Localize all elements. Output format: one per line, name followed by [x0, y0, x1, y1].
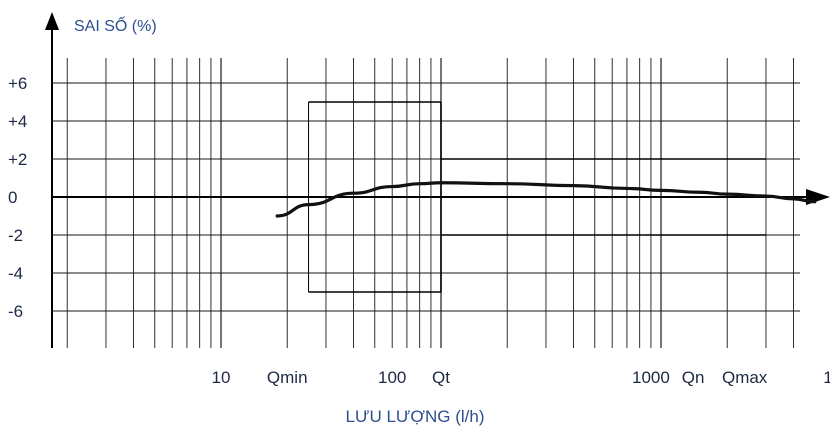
- y-tick-label: +2: [8, 150, 27, 169]
- y-axis-label: SAI SỐ (%): [74, 15, 157, 35]
- x-axis-label: LƯU LƯỢNG (l/h): [345, 407, 484, 426]
- y-axis-arrow: [45, 12, 59, 30]
- x-tick-label: 1000: [632, 368, 670, 387]
- axes: [45, 12, 830, 348]
- x-tick-label: Qmax: [722, 368, 768, 387]
- y-tick-label: +4: [8, 112, 27, 131]
- vertical-grid: [66, 58, 794, 348]
- x-tick-label: 10: [212, 368, 231, 387]
- y-tick-label: -4: [8, 264, 23, 283]
- y-tick-label: -2: [8, 226, 23, 245]
- x-tick-label: 100: [378, 368, 406, 387]
- y-tick-label: 0: [8, 188, 17, 207]
- y-tick-label: +6: [8, 74, 27, 93]
- y-tick-label: -6: [8, 302, 23, 321]
- x-tick-label: Qt: [432, 368, 450, 387]
- y-tick-labels: +6 +4 +2 0 -2 -4 -6: [8, 74, 27, 321]
- error-limit-lines: [308, 101, 766, 293]
- x-tick-labels: 10 Qmin 100 Qt 1000 Qn Qmax 10000: [212, 368, 830, 387]
- error-curve-group: [275, 181, 817, 218]
- error-curve: [275, 181, 817, 218]
- x-tick-label: Qmin: [267, 368, 308, 387]
- x-tick-label: 10000: [823, 368, 830, 387]
- x-tick-label: Qn: [682, 368, 705, 387]
